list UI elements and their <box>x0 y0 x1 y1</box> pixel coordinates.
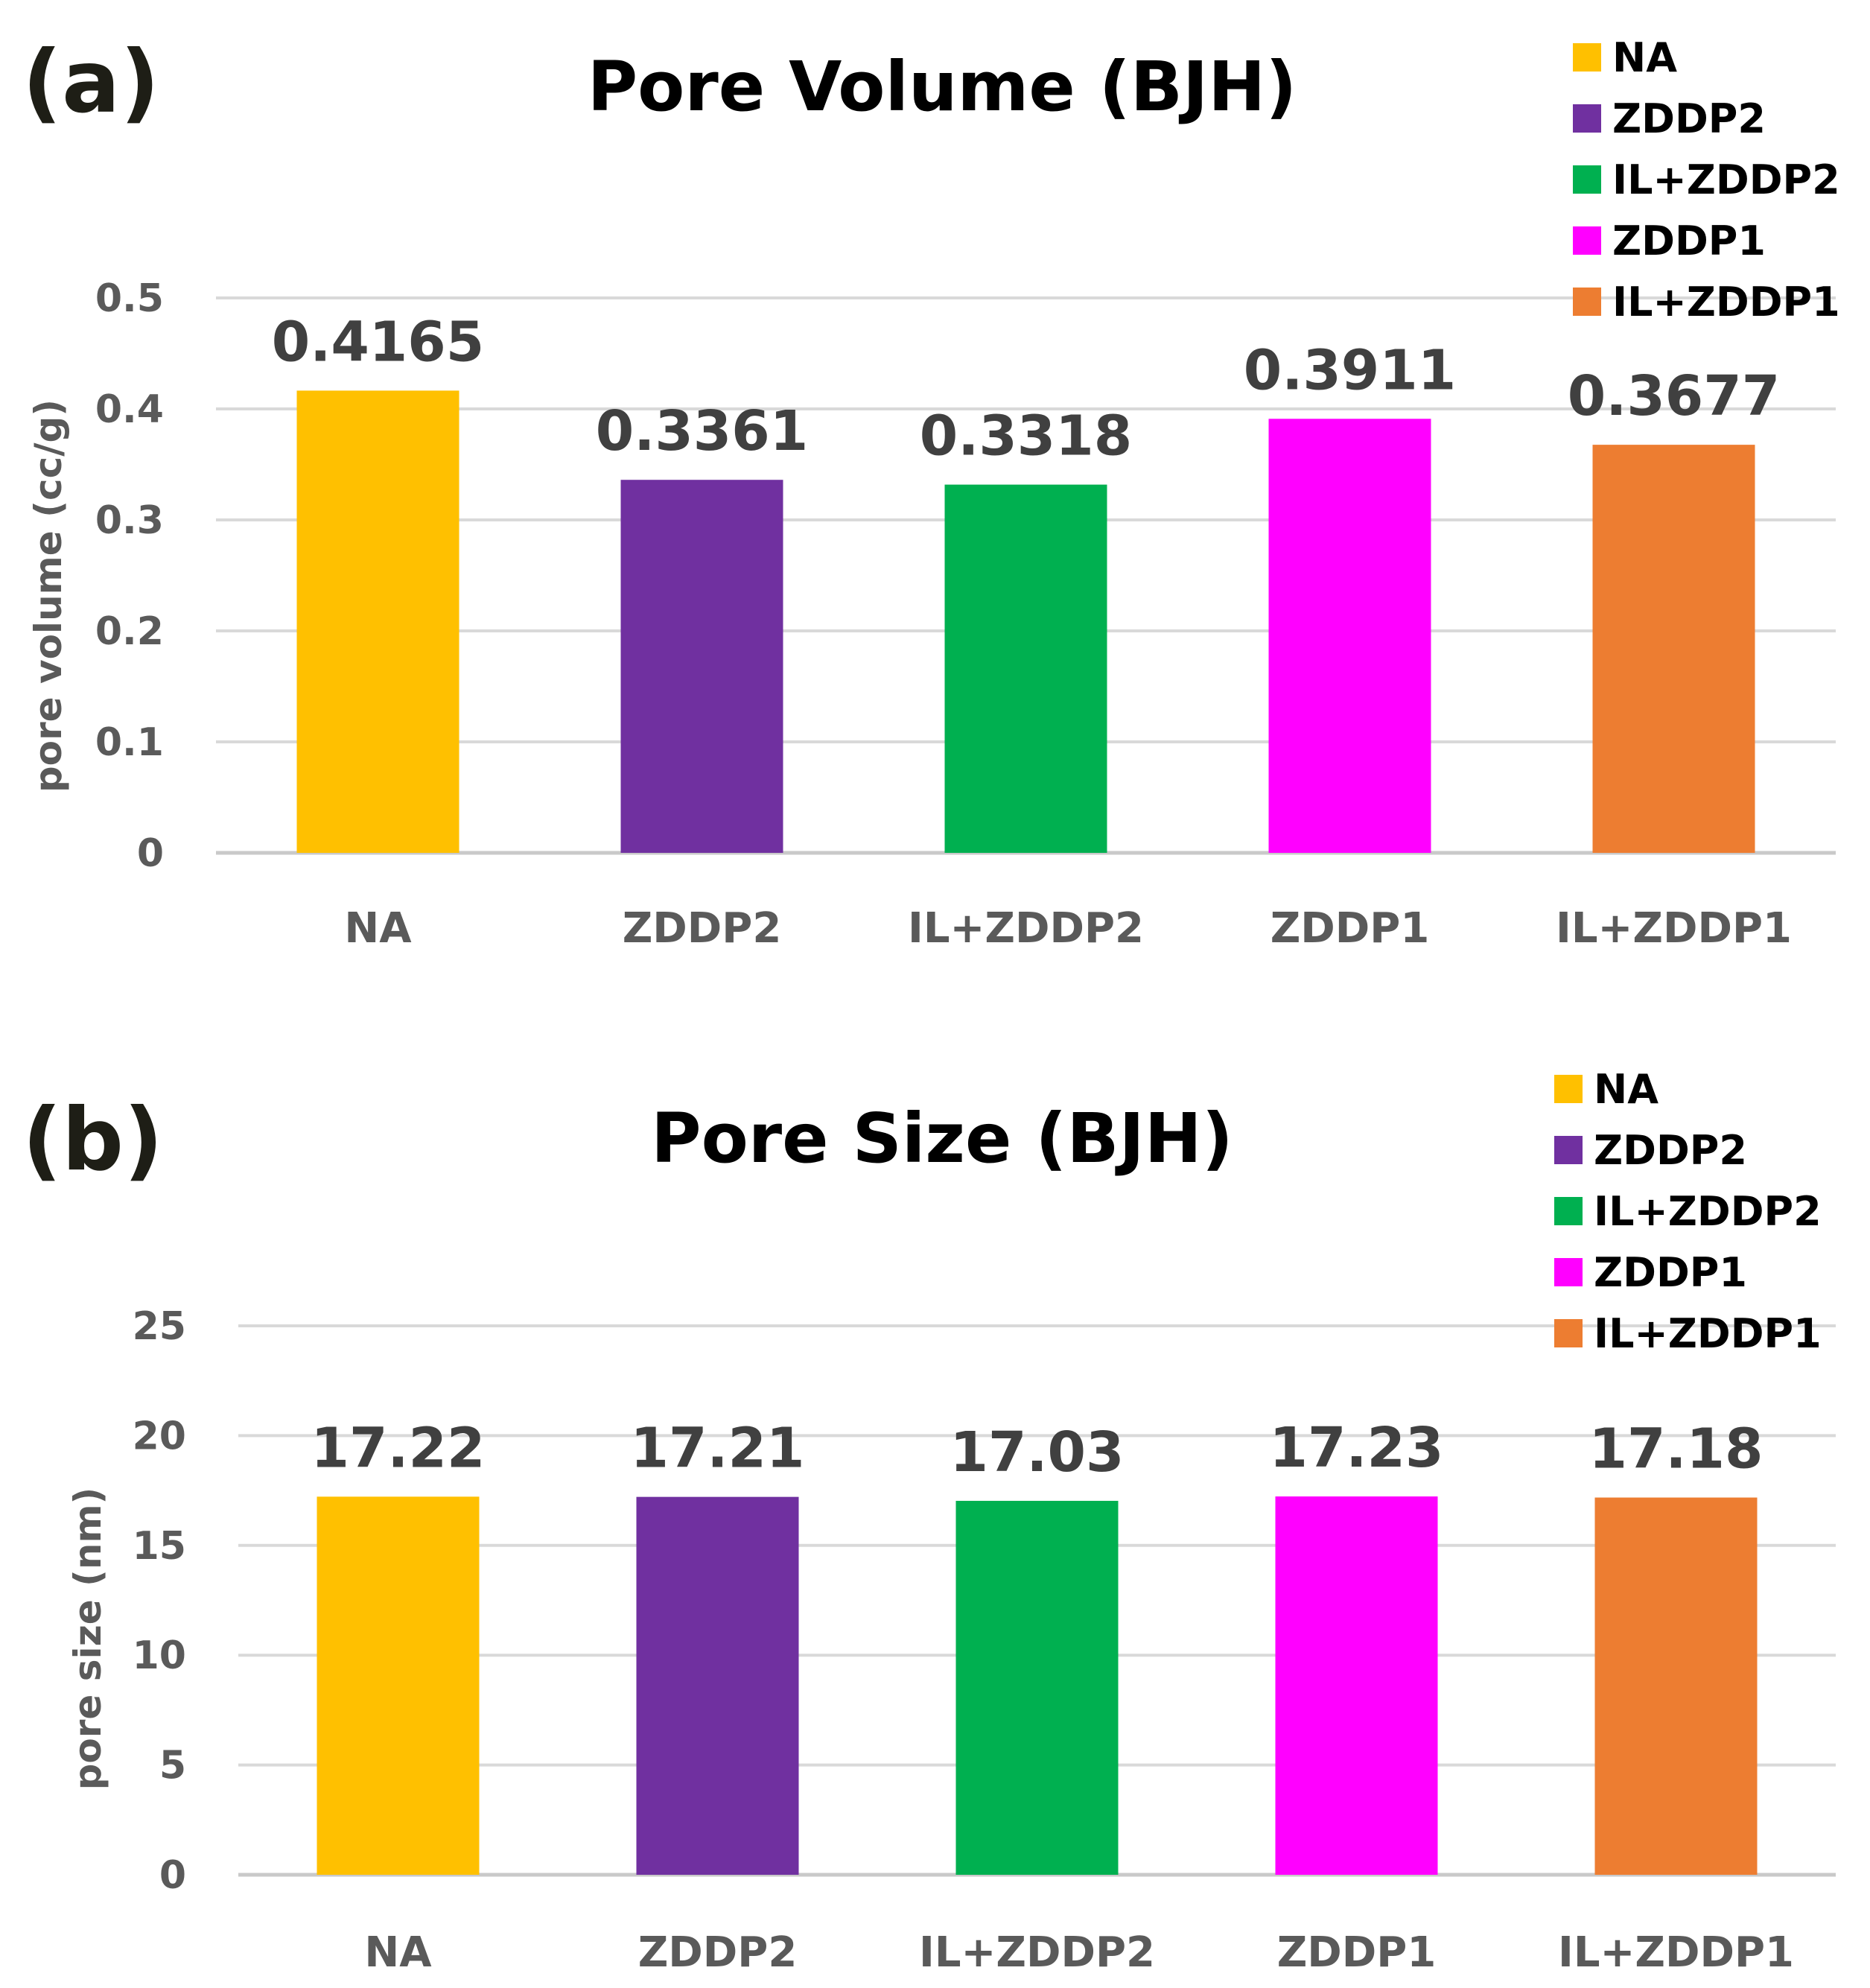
data-label-b-2: 17.03 <box>950 1420 1124 1484</box>
bar-a-na <box>296 390 459 853</box>
y-tick-label-a-5: 0.5 <box>95 276 164 321</box>
legend-label-a-1: ZDDP2 <box>1612 95 1766 142</box>
x-tick-label-a-3: ZDDP1 <box>1270 904 1430 953</box>
bars-a <box>296 390 1755 853</box>
data-label-b-3: 17.23 <box>1269 1416 1443 1480</box>
x-tick-label-a-1: ZDDP2 <box>623 904 782 953</box>
legend-b: NA ZDDP2 IL+ZDDP2 ZDDP1 IL+ZDDP1 <box>1554 1066 1822 1357</box>
y-ticks-a: 0 0.1 0.2 0.3 0.4 0.5 <box>95 276 164 876</box>
legend-swatch-b-0 <box>1554 1075 1583 1103</box>
y-axis-label-a: pore volume (cc/g) <box>27 399 70 793</box>
legend-label-a-0: NA <box>1612 34 1677 81</box>
y-ticks-b: 0 5 10 15 20 25 <box>133 1304 186 1898</box>
y-tick-label-a-2: 0.2 <box>95 609 164 654</box>
data-labels-a: 0.4165 0.3361 0.3318 0.3911 0.3677 <box>272 310 1781 468</box>
x-tick-label-b-0: NA <box>364 1928 432 1977</box>
panel-label-b: (b) <box>22 1090 163 1190</box>
y-tick-label-a-3: 0.3 <box>95 498 164 543</box>
y-tick-label-b-2: 10 <box>133 1633 186 1678</box>
x-tick-labels-b: NA ZDDP2 IL+ZDDP2 ZDDP1 IL+ZDDP1 <box>364 1928 1794 1977</box>
y-tick-label-b-0: 0 <box>159 1853 186 1898</box>
legend-swatch-b-4 <box>1554 1319 1583 1347</box>
data-label-a-3: 0.3911 <box>1244 338 1457 402</box>
chart-title-b: Pore Size (BJH) <box>651 1099 1233 1178</box>
legend-label-b-2: IL+ZDDP2 <box>1594 1188 1822 1235</box>
chart-a: (a) Pore Volume (BJH) pore volume (cc/g)… <box>22 32 1840 953</box>
bar-b-na <box>317 1496 480 1875</box>
data-label-a-2: 0.3318 <box>920 404 1133 469</box>
data-label-a-4: 0.3677 <box>1568 364 1781 428</box>
chart-b: (b) Pore Size (BJH) pore size (nm) 0 5 10 1… <box>22 1066 1836 1977</box>
data-label-b-0: 17.22 <box>311 1416 485 1480</box>
legend-swatch-b-3 <box>1554 1258 1583 1286</box>
bar-b-zddp1 <box>1275 1496 1438 1875</box>
bar-b-il-plus-zddp1 <box>1594 1497 1758 1875</box>
legend-swatch-b-2 <box>1554 1197 1583 1225</box>
legend-swatch-a-4 <box>1573 288 1601 316</box>
data-label-b-1: 17.21 <box>630 1417 804 1481</box>
legend-swatch-a-2 <box>1573 165 1601 194</box>
x-tick-label-a-2: IL+ZDDP2 <box>908 904 1144 953</box>
x-tick-label-b-3: ZDDP1 <box>1277 1928 1437 1977</box>
bar-b-il-plus-zddp2 <box>955 1500 1119 1875</box>
data-label-b-4: 17.18 <box>1588 1417 1763 1482</box>
legend-label-b-0: NA <box>1594 1066 1658 1113</box>
x-tick-labels-a: NA ZDDP2 IL+ZDDP2 ZDDP1 IL+ZDDP1 <box>344 904 1792 953</box>
legend-label-a-2: IL+ZDDP2 <box>1612 156 1840 203</box>
y-tick-label-b-3: 15 <box>133 1524 186 1569</box>
bar-a-il-plus-zddp1 <box>1592 445 1755 853</box>
legend-a: NA ZDDP2 IL+ZDDP2 ZDDP1 IL+ZDDP1 <box>1573 34 1840 325</box>
chart-title-a: Pore Volume (BJH) <box>588 47 1297 127</box>
x-tick-label-b-1: ZDDP2 <box>638 1928 798 1977</box>
bar-a-zddp1 <box>1268 419 1431 853</box>
y-tick-label-a-0: 0 <box>137 831 164 876</box>
panel-label-a: (a) <box>22 32 159 133</box>
legend-swatch-b-1 <box>1554 1136 1583 1164</box>
x-tick-label-b-4: IL+ZDDP1 <box>1558 1928 1794 1977</box>
legend-label-b-4: IL+ZDDP1 <box>1594 1310 1822 1357</box>
bar-a-il-plus-zddp2 <box>944 484 1107 853</box>
legend-label-a-4: IL+ZDDP1 <box>1612 279 1840 325</box>
data-labels-b: 17.22 17.21 17.03 17.23 17.18 <box>311 1416 1763 1484</box>
y-tick-label-a-4: 0.4 <box>95 387 164 432</box>
y-tick-label-a-1: 0.1 <box>95 720 164 765</box>
data-label-a-1: 0.3361 <box>596 399 809 463</box>
y-axis-label-b: pore size (nm) <box>66 1487 109 1791</box>
bar-a-zddp2 <box>620 480 783 853</box>
y-tick-label-b-1: 5 <box>159 1744 186 1788</box>
y-tick-label-b-5: 25 <box>133 1304 186 1349</box>
bar-b-zddp2 <box>636 1496 799 1875</box>
bars-b <box>317 1496 1758 1875</box>
legend-swatch-a-3 <box>1573 226 1601 255</box>
x-tick-label-a-0: NA <box>344 904 412 953</box>
legend-label-a-3: ZDDP1 <box>1612 217 1766 264</box>
legend-swatch-a-0 <box>1573 43 1601 72</box>
x-tick-label-a-4: IL+ZDDP1 <box>1556 904 1792 953</box>
legend-swatch-a-1 <box>1573 104 1601 133</box>
data-label-a-0: 0.4165 <box>272 310 485 374</box>
x-tick-label-b-2: IL+ZDDP2 <box>919 1928 1155 1977</box>
y-tick-label-b-4: 20 <box>133 1414 186 1458</box>
legend-label-b-1: ZDDP2 <box>1594 1127 1747 1174</box>
legend-label-b-3: ZDDP1 <box>1594 1249 1747 1296</box>
